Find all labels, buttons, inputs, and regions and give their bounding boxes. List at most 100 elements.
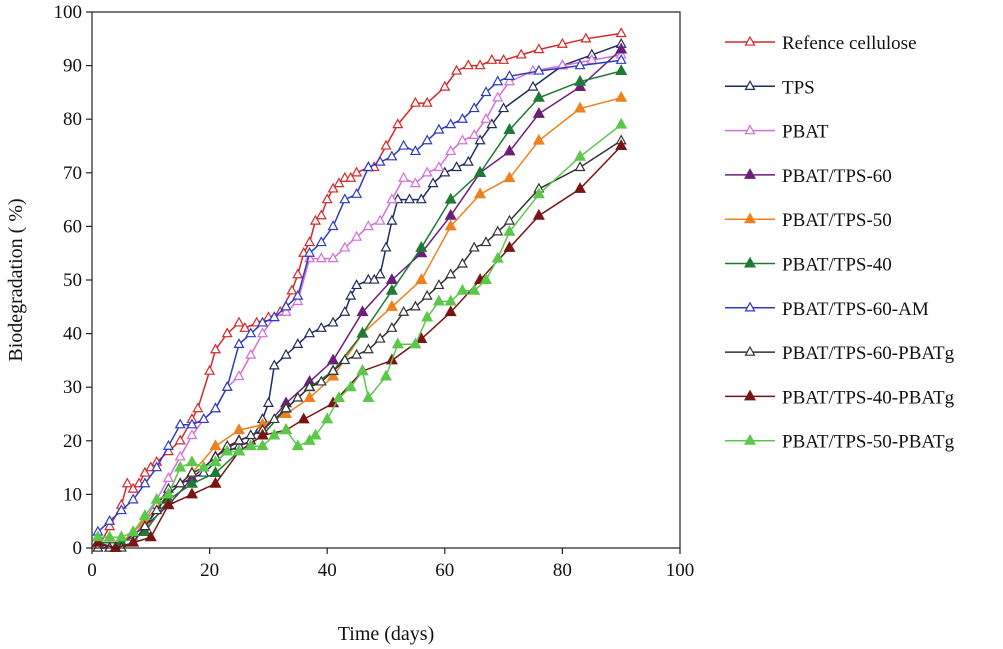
data-point [503, 70, 515, 80]
data-point [532, 208, 545, 220]
data-point [421, 310, 434, 322]
legend-label: PBAT/TPS-60 [782, 166, 892, 187]
data-point [427, 177, 439, 188]
data-point [556, 59, 568, 70]
data-point [474, 59, 486, 70]
data-point [486, 53, 498, 64]
data-point [339, 305, 351, 316]
data-point [380, 139, 392, 150]
data-point [480, 112, 492, 123]
y-tick-label: 30 [63, 377, 82, 398]
legend-entry: PBAT [725, 122, 829, 143]
data-point [421, 96, 433, 107]
data-point [362, 220, 374, 231]
data-point [386, 321, 398, 332]
data-point [280, 423, 293, 435]
data-point [456, 112, 468, 123]
data-point [385, 299, 398, 311]
data-point [503, 123, 516, 134]
data-point [486, 118, 498, 129]
plot-area [91, 27, 628, 553]
data-point [374, 155, 386, 166]
data-point [444, 192, 457, 204]
data-point [498, 102, 510, 113]
data-point [232, 444, 246, 456]
data-point [162, 472, 174, 482]
data-point [127, 482, 139, 493]
legend-entry: PBAT/TPS-60-PBATg [725, 343, 955, 364]
data-point [327, 182, 339, 193]
data-point [356, 326, 369, 338]
data-point [385, 273, 398, 285]
legend-label: TPS [782, 77, 815, 98]
data-point [121, 477, 133, 488]
legend-marker [744, 301, 756, 312]
data-point [391, 337, 404, 349]
series-line [97, 43, 622, 549]
data-point [386, 214, 398, 225]
data-point [139, 520, 151, 531]
data-point [351, 279, 363, 290]
x-tick-label: 80 [553, 560, 572, 581]
data-point [209, 439, 222, 451]
legend-entry: Refence cellulose [725, 33, 917, 54]
data-point [303, 433, 316, 445]
y-tick-label: 100 [54, 2, 83, 23]
data-point [439, 166, 451, 177]
data-point [421, 134, 433, 145]
data-point [498, 53, 510, 64]
data-point [532, 90, 545, 102]
legend-marker [743, 168, 757, 179]
data-point [291, 439, 304, 451]
data-point [127, 493, 139, 504]
data-point [398, 305, 410, 316]
data-point [315, 321, 327, 332]
data-point [256, 439, 269, 451]
series-2 [92, 37, 627, 552]
data-point [104, 520, 116, 531]
data-point [292, 268, 304, 279]
data-point [515, 48, 527, 59]
data-point [574, 74, 587, 86]
data-point [574, 59, 586, 70]
data-point [262, 397, 274, 407]
legend-entry: PBAT/TPS-60 [725, 166, 892, 187]
data-point [480, 86, 492, 97]
data-point [162, 439, 174, 450]
axes: 0 10 20 30 40 50 60 70 80 90 100 0 20 40 60 80 100 [54, 2, 695, 581]
data-point [392, 118, 404, 129]
data-point [615, 139, 628, 151]
data-point [197, 460, 210, 472]
legend-marker [744, 124, 756, 135]
legend-entry: PBAT/TPS-40 [725, 255, 892, 276]
data-point [415, 193, 427, 204]
data-point [292, 295, 304, 306]
data-point [615, 27, 627, 38]
y-tick-label: 90 [63, 56, 82, 77]
data-point [292, 338, 304, 348]
data-point [615, 42, 628, 54]
data-point [174, 450, 186, 461]
data-point [344, 380, 357, 392]
data-point [409, 145, 421, 156]
data-point [468, 241, 480, 252]
data-point [268, 413, 280, 424]
x-tick-label: 100 [666, 560, 695, 581]
data-point [104, 514, 116, 525]
data-point [103, 530, 116, 542]
data-point [292, 289, 304, 300]
data-point [574, 149, 587, 161]
data-point [327, 353, 340, 365]
data-point [421, 289, 433, 300]
data-point [327, 252, 339, 263]
data-point [444, 294, 457, 306]
data-point [315, 375, 327, 386]
data-point [174, 460, 187, 472]
data-point [327, 316, 339, 327]
data-point [398, 139, 410, 150]
data-point [492, 91, 504, 102]
data-point [245, 348, 257, 359]
data-point [432, 294, 445, 306]
y-tick-label: 10 [63, 484, 82, 505]
data-point [415, 241, 428, 252]
